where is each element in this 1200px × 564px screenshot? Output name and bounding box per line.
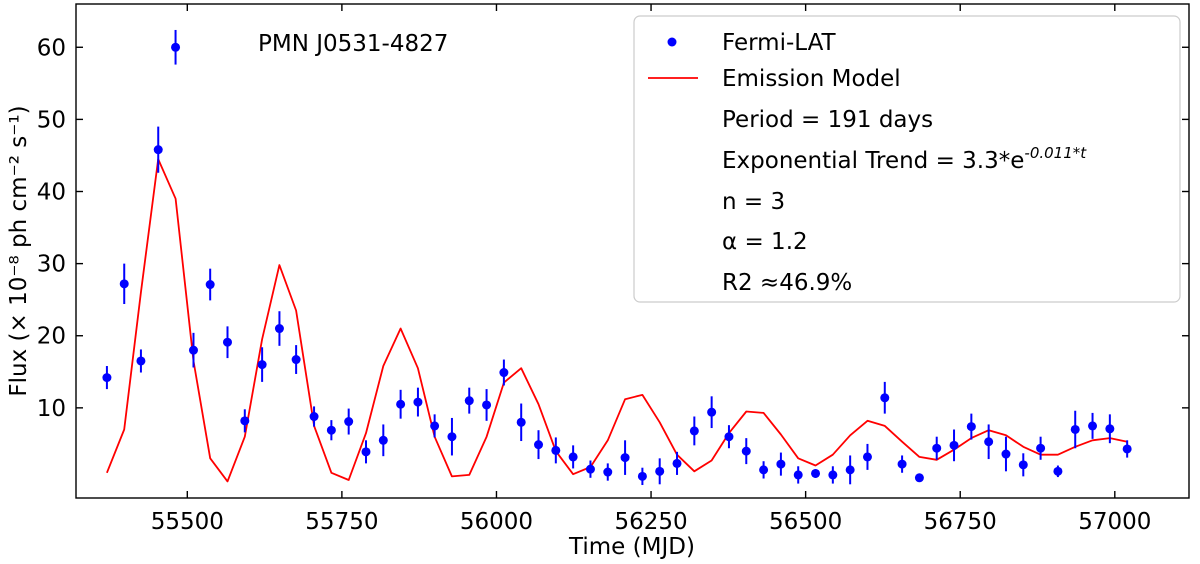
data-point [811,468,821,478]
x-tick-label: 55500 [151,509,224,535]
x-axis-ticks: 55500 55750 56000 56250 56500 56750 57000 [151,4,1151,535]
data-point [396,399,406,409]
data-point [430,421,440,431]
x-tick-label: 55750 [305,509,378,535]
data-point [205,280,215,290]
data-point [291,355,301,365]
x-tick-label: 56250 [614,509,687,535]
data-point [776,459,786,469]
data-point [551,445,561,455]
y-tick-label: 40 [37,180,66,206]
data-point [932,443,942,453]
data-point [378,435,388,445]
data-point [136,356,146,366]
legend-entry-emission-model: Emission Model [722,66,901,92]
y-tick-label: 60 [37,35,66,61]
x-axis-label: Time (MJD) [568,534,695,560]
data-point [1070,424,1080,434]
data-point [1018,460,1028,470]
data-point [568,452,578,462]
data-point [914,473,924,483]
data-point [862,452,872,462]
data-point [707,407,717,417]
data-point [845,465,855,475]
data-point [222,337,232,347]
fermi-lat-series [102,29,1132,486]
data-point [309,412,319,422]
data-point [880,393,890,403]
data-point [344,417,354,427]
data-point [655,466,665,476]
y-tick-label: 50 [37,107,66,133]
data-point [897,459,907,469]
legend-entry-fermi-lat: Fermi-LAT [722,30,837,56]
x-tick-label: 56000 [460,509,533,535]
data-point [153,145,163,155]
data-point [361,447,371,457]
data-point [257,360,267,370]
x-tick-label: 57000 [1078,509,1151,535]
data-point [447,432,457,442]
y-tick-label: 20 [37,324,66,350]
legend-r2: R2 ≈46.9% [722,270,852,296]
x-tick-label: 56750 [924,509,997,535]
data-point [585,464,595,474]
data-point [326,425,336,435]
data-point [1105,424,1115,434]
y-tick-label: 10 [37,396,66,422]
y-axis-label: Flux (× 10⁻⁸ ph cm⁻² s⁻¹) [6,105,32,396]
data-point [966,422,976,432]
legend-alpha: α = 1.2 [722,229,808,255]
data-point [828,470,838,480]
legend-box [633,15,1181,303]
data-point [620,453,630,463]
data-point [1088,421,1098,431]
data-point [724,432,734,442]
data-point [637,471,647,481]
legend-n: n = 3 [722,189,785,215]
data-point [413,397,423,407]
y-tick-label: 30 [37,252,66,278]
data-point [102,373,112,383]
data-point [793,470,803,480]
data-point [499,368,509,378]
data-point [274,324,284,334]
data-point [482,400,492,410]
data-point [741,446,751,456]
data-point [188,345,198,355]
data-point [516,417,526,427]
data-point [1036,443,1046,453]
data-point [984,437,994,447]
legend-exponential-trend: Exponential Trend = 3.3*e-0.011*t [722,144,1087,174]
data-point [689,426,699,436]
data-point [464,396,474,406]
data-point [672,458,682,468]
data-point [1053,466,1063,476]
data-point [759,465,769,475]
data-point [949,440,959,450]
data-point [1001,449,1011,459]
data-point [171,42,181,52]
legend: Fermi-LAT Emission Model Period = 191 da… [633,15,1181,303]
x-tick-label: 56500 [769,509,842,535]
legend-period: Period = 191 days [722,107,933,133]
data-point [240,416,250,426]
data-point [119,279,129,289]
y-axis-ticks: 10 20 30 40 50 60 [37,35,1189,422]
data-point [1122,444,1132,454]
data-point [534,440,544,450]
source-name-annotation: PMN J0531-4827 [258,31,448,57]
legend-marker-fermi-lat [667,37,677,47]
data-point [603,467,613,477]
